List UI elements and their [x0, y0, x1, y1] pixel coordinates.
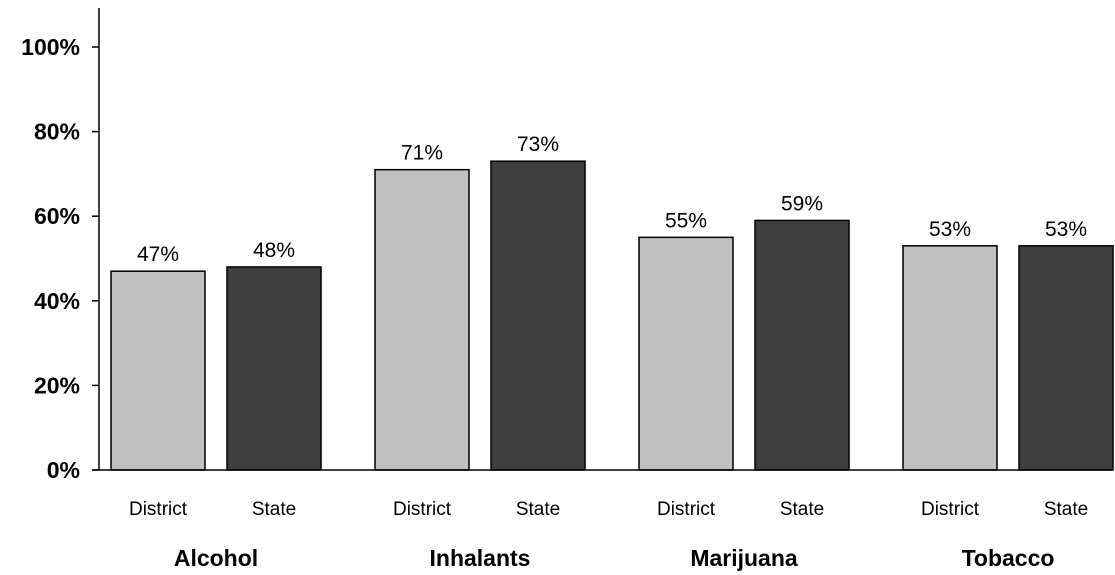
data-label: 55%	[665, 209, 707, 232]
data-label: 48%	[253, 239, 295, 262]
bar-district-alcohol	[110, 270, 206, 471]
data-label: 59%	[781, 192, 823, 215]
bar-state-inhalants	[490, 160, 586, 471]
bar-state-tobacco	[1018, 245, 1114, 471]
bars-layer	[110, 160, 1114, 471]
category-label-alcohol: Alcohol	[174, 545, 258, 571]
y-tick-label: 100%	[21, 34, 80, 60]
y-tick-label: 20%	[34, 372, 80, 398]
y-tick-label: 60%	[34, 203, 80, 229]
series-tick-label: State	[516, 499, 560, 520]
series-tick-label: State	[252, 499, 296, 520]
data-label: 47%	[137, 243, 179, 266]
bar-district-marijuana	[638, 236, 734, 471]
y-ticks-layer: 0% 20% 40% 60% 80% 100%	[21, 34, 99, 483]
bar-district-tobacco	[902, 245, 998, 471]
y-tick-label: 40%	[34, 288, 80, 314]
category-label-marijuana: Marijuana	[690, 545, 798, 571]
series-tick-label: State	[1044, 499, 1088, 520]
bar-state-marijuana	[754, 219, 850, 471]
data-label: 53%	[1045, 218, 1087, 241]
axis-layer	[93, 8, 1113, 471]
bar-state-alcohol	[226, 266, 322, 471]
series-tick-label: District	[129, 499, 188, 520]
data-label: 73%	[517, 133, 559, 156]
category-label-inhalants: Inhalants	[430, 545, 531, 571]
y-tick-label: 80%	[34, 119, 80, 145]
data-label: 53%	[929, 218, 971, 241]
series-tick-label: District	[921, 499, 980, 520]
bar-district-inhalants	[374, 168, 470, 471]
labels-layer: 47% District 48% State Alcohol 71% District 73%…	[129, 133, 1088, 571]
series-tick-label: State	[780, 499, 824, 520]
series-tick-label: District	[657, 499, 716, 520]
data-label: 71%	[401, 142, 443, 165]
y-tick-label: 0%	[47, 457, 80, 483]
series-tick-label: District	[393, 499, 452, 520]
category-label-tobacco: Tobacco	[962, 545, 1055, 571]
